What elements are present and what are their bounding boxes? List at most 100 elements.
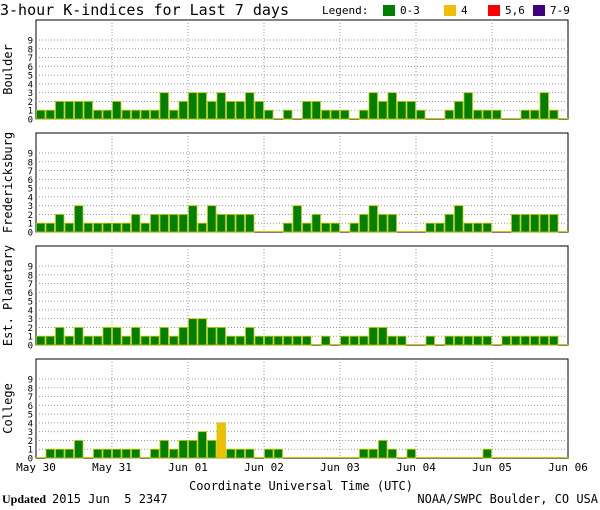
x-tick-label: May 31 (92, 461, 132, 474)
kp-bar (387, 92, 397, 120)
kp-bar (473, 109, 483, 120)
kp-bar (264, 109, 274, 120)
x-axis: May 30 May 31 Jun 01 Jun 02 Jun 03 Jun 04 Jun … (16, 461, 588, 474)
kp-bar (36, 222, 46, 233)
kp-bar (444, 335, 454, 346)
kp-bar (64, 448, 74, 459)
kp-bar (207, 440, 217, 459)
y-tick-label: 1 (28, 446, 33, 456)
kp-bar (416, 109, 426, 120)
kp-bar (131, 214, 141, 233)
kp-bar (131, 109, 141, 120)
kp-bar (511, 214, 521, 233)
kp-bar (55, 101, 65, 120)
y-tick-label: 2 (28, 98, 33, 108)
kp-bar (197, 222, 207, 233)
kp-bar (482, 222, 492, 233)
legend-swatch (444, 5, 456, 16)
footer-updated: Updated 2015 Jun 5 2347 (2, 492, 168, 506)
y-tick-label: 7 (28, 280, 33, 290)
x-tick-label: Jun 05 (472, 461, 512, 474)
y-tick-label: 3 (28, 428, 33, 438)
kp-bar (112, 222, 122, 233)
kp-bar (368, 327, 378, 346)
kp-bar (131, 327, 141, 346)
kp-bar (549, 109, 559, 120)
kp-bar (121, 448, 131, 459)
y-tick-label: 5 (28, 298, 33, 308)
x-tick-label: Jun 06 (548, 461, 588, 474)
y-tick-label: 8 (28, 45, 33, 55)
y-tick-label: 0 (28, 229, 33, 239)
kp-bar (112, 101, 122, 120)
kp-bar (216, 327, 226, 346)
kp-bar (530, 335, 540, 346)
y-tick-label: 7 (28, 393, 33, 403)
x-tick-label: Jun 03 (320, 461, 360, 474)
y-tick-label: 9 (28, 263, 33, 273)
y-tick-label: 4 (28, 419, 33, 429)
y-tick-label: 3 (28, 89, 33, 99)
kp-bar (349, 222, 359, 233)
y-tick-label: 6 (28, 176, 33, 186)
legend-entry: 5,6 (505, 4, 525, 17)
kp-bar (55, 214, 65, 233)
y-tick-label: 4 (28, 306, 33, 316)
kp-bar (302, 101, 312, 120)
y-tick-label: 2 (28, 211, 33, 221)
x-tick-label: Jun 02 (244, 461, 284, 474)
kp-bar (273, 335, 283, 346)
kp-bar (150, 109, 160, 120)
kp-bar (150, 448, 160, 459)
kp-bar (197, 318, 207, 346)
kp-bar (150, 214, 160, 233)
kp-bar (169, 448, 179, 459)
y-tick-label: 0 (28, 455, 33, 465)
kp-bar (235, 335, 245, 346)
kp-bar (159, 214, 169, 233)
legend-swatch (383, 5, 395, 16)
footer-updated-label: Updated (2, 492, 46, 506)
kp-bar (454, 101, 464, 120)
kp-bar (254, 335, 264, 346)
kp-bar (501, 335, 511, 346)
kp-bar (74, 440, 84, 459)
kp-bar (159, 92, 169, 120)
kp-bar (520, 335, 530, 346)
kp-bar (102, 448, 112, 459)
kp-bar (235, 101, 245, 120)
kp-bar (121, 335, 131, 346)
kp-bar (520, 214, 530, 233)
y-tick-label: 5 (28, 185, 33, 195)
kp-bar (150, 335, 160, 346)
legend-swatch (488, 5, 500, 16)
y-tick-label: 1 (28, 333, 33, 343)
kp-bar (226, 448, 236, 459)
kp-bar (159, 440, 169, 459)
kp-bar (368, 92, 378, 120)
kp-bar (245, 448, 255, 459)
kp-bar (188, 92, 198, 120)
x-tick-label: Jun 01 (168, 461, 208, 474)
kp-bar (64, 101, 74, 120)
kp-bar (169, 214, 179, 233)
kp-bar (140, 222, 150, 233)
kp-bar (36, 335, 46, 346)
legend-swatch (533, 5, 545, 16)
kp-bar (102, 327, 112, 346)
y-tick-label: 9 (28, 37, 33, 47)
kp-bar (207, 101, 217, 120)
kp-bar (549, 335, 559, 346)
kp-bar (444, 109, 454, 120)
y-tick-label: 8 (28, 384, 33, 394)
kp-bar (93, 448, 103, 459)
panel-frame (35, 245, 569, 346)
kp-bar (330, 222, 340, 233)
legend: Legend: 0-3 4 5,6 7-9 (322, 4, 570, 17)
kp-bar (349, 335, 359, 346)
kp-bar (55, 448, 65, 459)
kp-bar (74, 327, 84, 346)
series-label: Boulder (1, 44, 15, 95)
kp-bar (245, 92, 255, 120)
kp-bar (492, 109, 502, 120)
